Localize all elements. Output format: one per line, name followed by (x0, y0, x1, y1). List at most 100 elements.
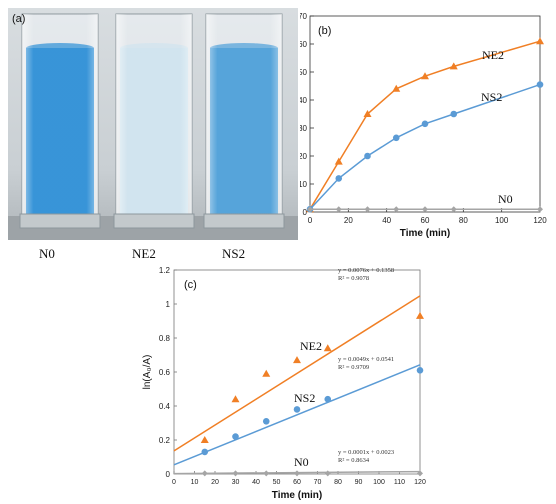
data-point (262, 369, 271, 377)
x-tick-label: 60 (293, 479, 301, 486)
photo-panel-label: (a) (12, 13, 25, 25)
data-point (392, 134, 400, 142)
x-tick-label: 100 (373, 479, 385, 486)
data-point (232, 470, 239, 477)
y-tick-label: 60 (300, 40, 308, 49)
data-point (263, 470, 270, 477)
x-tick-label: 110 (394, 479, 405, 486)
x-tick-label: 120 (533, 216, 547, 225)
y-tick-label: 1 (166, 300, 171, 309)
y-axis-label: Degradation rate (%) (300, 68, 301, 161)
fit-equation: y = 0.0001x + 0.0023 (338, 449, 394, 456)
data-point (416, 367, 424, 374)
x-tick-label: 90 (355, 479, 363, 486)
x-tick-label: 60 (421, 216, 430, 225)
data-point (324, 395, 332, 403)
x-tick-label: 20 (344, 216, 353, 225)
data-point (421, 120, 429, 128)
x-tick-label: 40 (252, 479, 260, 486)
data-point (293, 406, 301, 413)
y-tick-label: 70 (300, 12, 308, 21)
cuvette-ns2 (203, 13, 285, 229)
cuvette-highlight (22, 14, 98, 226)
x-tick-label: 20 (211, 479, 219, 486)
x-tick-label: 40 (382, 216, 391, 225)
x-axis-label: Time (min) (400, 228, 450, 239)
trend-line (173, 295, 421, 452)
cuvette-n0 (19, 13, 101, 229)
y-tick-label: 0 (166, 470, 171, 479)
data-point (416, 311, 424, 319)
x-tick-label: 0 (172, 479, 176, 486)
x-tick-label: 10 (191, 479, 199, 486)
data-point (536, 37, 544, 45)
data-point (335, 206, 342, 213)
data-point (450, 206, 457, 213)
data-point (293, 356, 301, 364)
data-point (449, 62, 458, 70)
y-tick-label: 0 (303, 208, 308, 217)
x-tick-label: 120 (414, 479, 426, 486)
data-point (232, 433, 239, 440)
trend-line (173, 364, 421, 466)
kinetics-chart: 0 0.2 0.4 0.6 0.8 1 1.2 0 10 20 30 40 50 60 70 80 90 100 1… (140, 262, 430, 502)
series-label: NS2 (294, 391, 315, 405)
x-tick-label: 30 (232, 479, 240, 486)
cuvette-label-ne2: NE2 (132, 246, 156, 261)
cuvette-photo: (a) (8, 8, 298, 240)
data-point (200, 436, 209, 443)
data-point (421, 72, 429, 80)
y-tick-label: 30 (300, 124, 308, 133)
data-point (417, 470, 423, 477)
fit-r-squared: R² = 0.9709 (338, 364, 369, 371)
fit-r-squared: R² = 0.9078 (338, 275, 369, 282)
panel-label-b: (b) (318, 25, 331, 37)
y-tick-label: 1.2 (159, 266, 171, 275)
x-tick-label: 50 (273, 479, 281, 486)
x-tick-label: 0 (308, 216, 313, 225)
cuvette-base (113, 213, 195, 229)
series-ne2: NE2 (306, 37, 544, 213)
degradation-chart: 0 10 20 30 40 50 60 70 0 20 40 60 80 100 120 Time (min)… (300, 8, 550, 240)
series-label: N0 (498, 192, 513, 206)
cuvette-base (203, 213, 285, 229)
x-tick-label: 80 (334, 479, 342, 486)
data-point (450, 110, 458, 118)
data-point (324, 470, 331, 477)
y-tick-label: 0.6 (159, 368, 171, 377)
cuvette-label-ns2: NS2 (222, 246, 246, 261)
cuvette-ne2 (113, 13, 195, 229)
data-point (393, 206, 400, 213)
cuvette-label-n0: N0 (39, 246, 55, 261)
panel-label-c: (c) (184, 279, 197, 291)
data-point (201, 470, 208, 477)
fit-r-squared: R² = 0.8634 (338, 457, 370, 464)
y-tick-label: 20 (300, 152, 308, 161)
data-point (334, 157, 343, 165)
y-tick-label: 0.4 (159, 402, 171, 411)
data-point (392, 84, 401, 92)
y-tick-label: 0.2 (159, 436, 171, 445)
data-point (294, 470, 300, 477)
data-point (231, 395, 240, 403)
series-label: NE2 (482, 48, 504, 62)
y-axis-label: ln(A₀/A) (142, 355, 153, 390)
y-tick-label: 50 (300, 68, 308, 77)
data-point (364, 152, 371, 160)
fit-equation: y = 0.0076x + 0.1358 (338, 267, 394, 274)
data-point (364, 206, 371, 213)
cuvette-base (19, 213, 101, 229)
data-point (201, 448, 209, 456)
data-point (422, 206, 428, 213)
cuvette-highlight (206, 14, 282, 226)
x-tick-label: 70 (314, 479, 322, 486)
data-point (262, 418, 270, 425)
data-point (537, 206, 543, 213)
fit-equation: y = 0.0049x + 0.0541 (338, 356, 394, 363)
x-tick-label: 100 (495, 216, 509, 225)
data-point (363, 110, 372, 117)
y-tick-label: 0.8 (159, 334, 171, 343)
y-tick-label: 10 (300, 180, 308, 189)
